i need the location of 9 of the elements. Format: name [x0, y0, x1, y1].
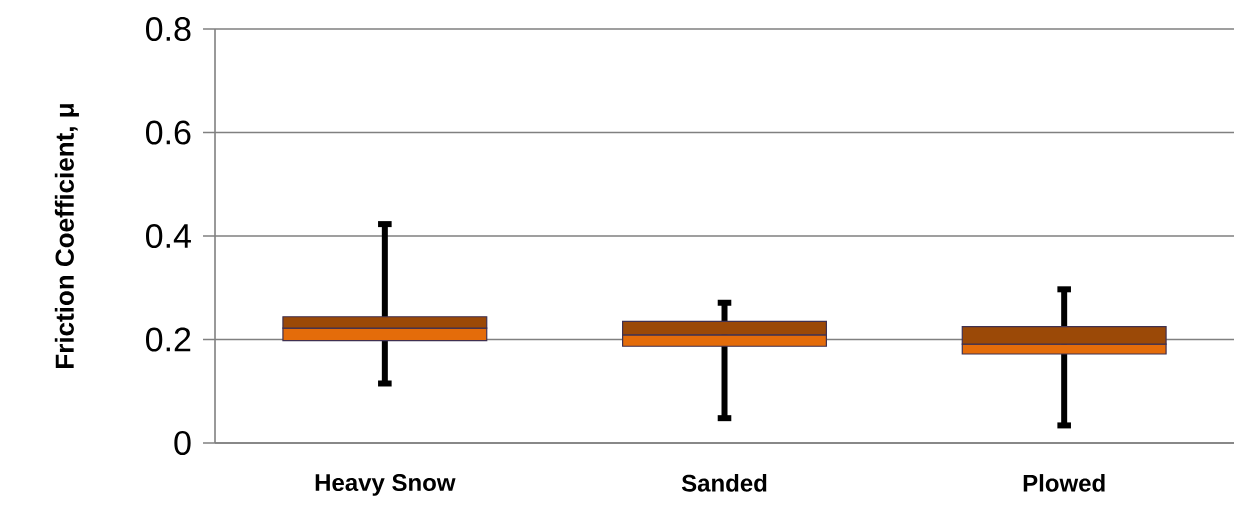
x-tick-label: Sanded	[681, 474, 767, 492]
x-tick-label: Plowed	[1023, 474, 1105, 492]
x-tick-label: Heavy Snow	[315, 474, 456, 496]
y-tick-label: 0.4	[145, 223, 191, 249]
y-axis-title: Friction Coefficient, μ	[54, 104, 79, 368]
y-tick-label: 0.6	[145, 120, 191, 145]
y-tick-label: 0.2	[145, 327, 191, 352]
y-tick-label: 0	[174, 430, 191, 456]
y-tick-label: 0.8	[145, 16, 191, 42]
